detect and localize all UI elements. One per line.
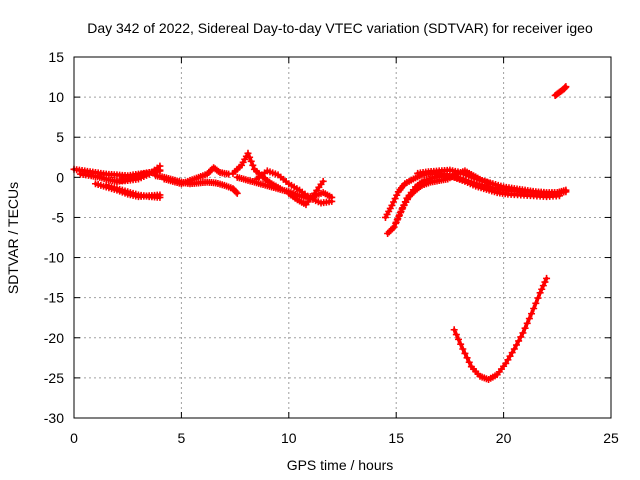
y-tick-label: 5 — [56, 129, 64, 145]
series-track-f — [152, 172, 241, 197]
x-tick-label: 15 — [388, 430, 404, 446]
data-point — [525, 315, 533, 323]
x-tick-label: 5 — [178, 430, 186, 446]
data-point — [397, 207, 405, 215]
data-point — [523, 319, 531, 327]
data-point — [521, 324, 529, 332]
chart-title: Day 342 of 2022, Sidereal Day-to-day VTE… — [87, 20, 593, 36]
data-point — [454, 335, 462, 343]
data-point — [452, 331, 460, 339]
data-point — [530, 304, 538, 312]
series-track-i — [233, 173, 336, 201]
y-axis-label: SDTVAR / TECUs — [5, 182, 21, 294]
data-point — [394, 215, 402, 223]
data-point — [538, 285, 546, 293]
data-point — [395, 211, 403, 219]
data-point — [536, 289, 544, 297]
series-track-q — [551, 83, 570, 100]
x-axis-label: GPS time / hours — [287, 457, 394, 473]
data-point — [247, 157, 255, 165]
x-tick-label: 0 — [70, 430, 78, 446]
data-point — [156, 193, 164, 201]
axes: 0 5 10 15 20 25 15 10 5 0 -5 -10 -15 -20 -25 -30 — [44, 49, 619, 446]
data-point — [504, 356, 512, 364]
data-point — [502, 359, 510, 367]
data-point — [459, 345, 467, 353]
series-track-p — [450, 274, 551, 383]
data-point — [461, 349, 469, 357]
data-point — [450, 326, 458, 334]
data-point — [562, 83, 570, 91]
data-point — [562, 186, 570, 194]
x-tick-label: 20 — [496, 430, 512, 446]
data-point — [534, 294, 542, 302]
data-point — [515, 337, 523, 345]
data-point — [532, 299, 540, 307]
data-point — [390, 223, 398, 231]
data-point — [528, 310, 536, 318]
data-point — [225, 170, 233, 178]
y-tick-label: -30 — [44, 410, 64, 426]
y-tick-label: 15 — [48, 49, 64, 65]
series-track-d — [102, 181, 164, 201]
data-point — [244, 149, 252, 157]
y-tick-label: 0 — [56, 169, 64, 185]
data-point — [539, 282, 547, 290]
data-point — [508, 349, 516, 357]
data-point — [233, 189, 241, 197]
data-point — [506, 352, 514, 360]
data-point — [232, 188, 240, 196]
data-point — [246, 153, 254, 161]
x-tick-label: 10 — [281, 430, 297, 446]
plot-frame — [73, 56, 612, 419]
x-tick-label: 25 — [603, 430, 619, 446]
data-point — [156, 162, 164, 170]
y-tick-label: 10 — [48, 89, 64, 105]
data-point — [328, 197, 336, 205]
data-point — [512, 341, 520, 349]
data-point — [541, 278, 549, 286]
y-tick-label: -5 — [52, 209, 65, 225]
y-tick-label: -25 — [44, 370, 64, 386]
data-point — [519, 329, 527, 337]
data-point — [510, 345, 518, 353]
y-tick-label: -10 — [44, 250, 64, 266]
y-tick-label: -15 — [44, 290, 64, 306]
series-track-g — [160, 164, 233, 188]
data-point — [517, 333, 525, 341]
series-track-j — [253, 167, 336, 207]
data-point — [543, 274, 551, 282]
data-point — [463, 354, 471, 362]
data-point — [457, 340, 465, 348]
data-point — [465, 358, 473, 366]
data-point — [392, 218, 400, 226]
series-track-e — [113, 162, 164, 185]
data-point — [249, 161, 257, 169]
series-track-k — [285, 177, 327, 209]
data-point — [319, 177, 327, 185]
series-track-o — [414, 166, 570, 197]
grid — [74, 57, 611, 418]
data-marks — [70, 83, 570, 383]
y-tick-label: -20 — [44, 330, 64, 346]
